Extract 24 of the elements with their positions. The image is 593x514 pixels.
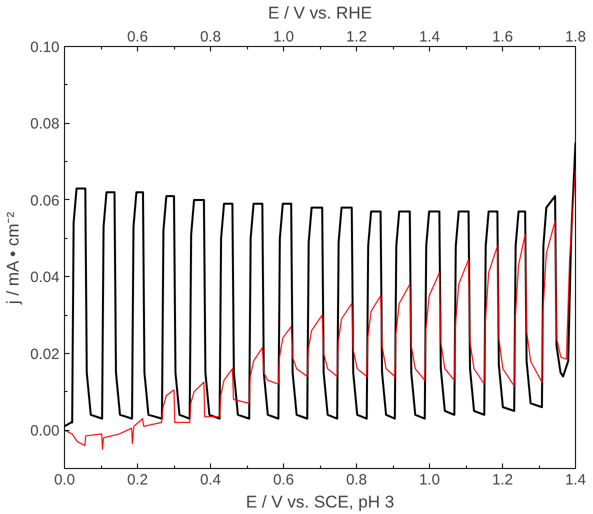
y-tick-label: 0.08 (30, 116, 60, 133)
x2-tick-label: 1.6 (492, 28, 513, 46)
y-tick-label: 0.00 (30, 422, 60, 440)
y-tick-label: 0.10 (30, 39, 60, 56)
x-tick-label: 0.8 (346, 472, 367, 488)
x2-tick-label: 0.8 (200, 28, 221, 46)
x-tick-label: 1.2 (492, 472, 513, 488)
x-tick-label: 0.4 (200, 472, 221, 488)
x2-tick-label: 1.2 (346, 28, 367, 46)
x-tick-label: 0.6 (273, 472, 294, 488)
x-axis-title: E / V vs. SCE, pH 3 (246, 492, 394, 512)
x2-tick-label: 1.4 (419, 28, 440, 46)
x2-tick-label: 1.0 (273, 28, 294, 46)
y-tick-label: 0.02 (30, 346, 60, 363)
x2-axis-title: E / V vs. RHE (268, 4, 372, 22)
y-axis-title: j / mA • cm⁻² (3, 212, 22, 306)
x2-tick-label: 1.8 (565, 28, 586, 46)
x-tick-label: 1.4 (565, 472, 586, 488)
y-tick-label: 0.06 (30, 192, 60, 210)
x2-tick-label: 0.6 (127, 28, 148, 46)
x-tick-label: 1.0 (419, 472, 440, 488)
x-tick-label: 0.0 (54, 472, 75, 488)
x-tick-label: 0.2 (127, 472, 148, 488)
y-tick-label: 0.04 (30, 269, 60, 286)
